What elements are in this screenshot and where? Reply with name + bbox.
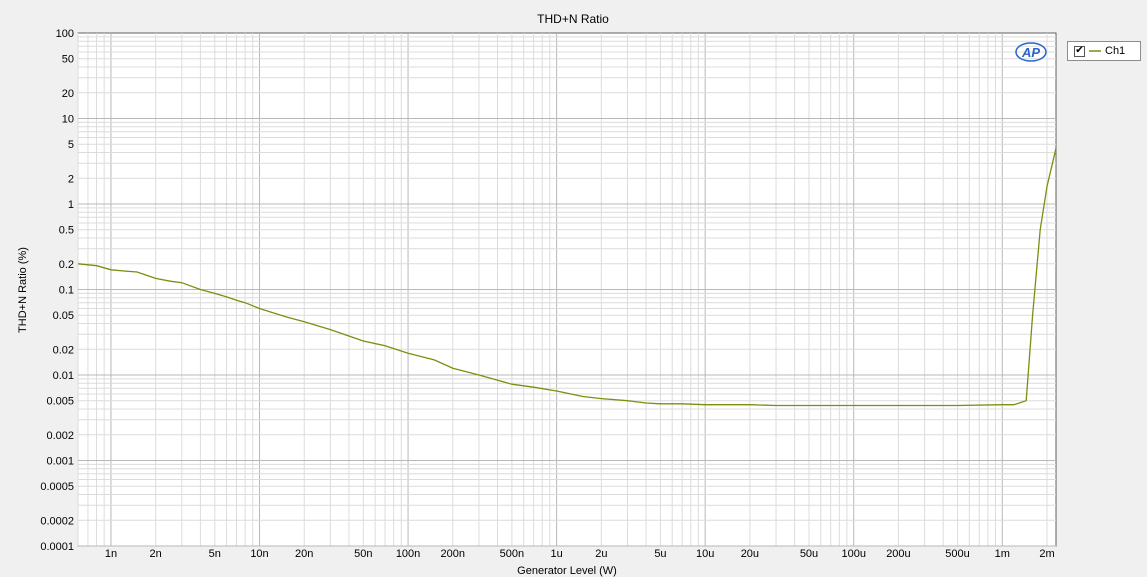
x-tick-label: 1m: [995, 548, 1010, 560]
x-tick-label: 10n: [250, 548, 268, 560]
y-axis-label: THD+N Ratio (%): [17, 247, 29, 333]
y-tick-label: 0.0005: [40, 481, 74, 493]
series-layer: [77, 148, 1057, 407]
x-tick-label: 2m: [1039, 548, 1054, 560]
x-tick-label: 100n: [396, 548, 420, 560]
y-tick-label: 0.5: [59, 225, 74, 237]
y-tick-label: 20: [62, 88, 74, 100]
y-tick-label: 50: [62, 54, 74, 66]
y-tick-label: 100: [56, 28, 74, 40]
x-tick-label: 100u: [841, 548, 865, 560]
y-tick-label: 0.1: [59, 285, 74, 297]
x-tick-label: 5n: [209, 548, 221, 560]
y-tick-label: 0.001: [46, 456, 74, 468]
y-tick-label: 0.2: [59, 259, 74, 271]
x-axis-label: Generator Level (W): [517, 565, 617, 577]
x-tick-label: 50n: [354, 548, 372, 560]
y-tick-label: 0.0001: [40, 541, 74, 553]
x-tick-label: 2u: [595, 548, 607, 560]
y-tick-label: 0.0002: [40, 515, 74, 527]
y-tick-labels: 100 50 20 10 5 2 1 0.5 0.2 0.1 0.05 0.02 0.01 0.005 0.…: [40, 28, 74, 553]
chart-title: THD+N Ratio: [537, 12, 609, 26]
legend-line-icon: [1089, 50, 1101, 52]
x-tick-label: 200n: [441, 548, 465, 560]
legend-label-ch1: Ch1: [1105, 45, 1126, 57]
x-tick-label: 5u: [654, 548, 666, 560]
ap-logo: AP: [1015, 42, 1047, 62]
x-tick-labels: 1n 2n 5n 10n 20n 50n 100n 200n 500n 1u 2u 5u 10u 20u 5…: [105, 548, 1055, 560]
x-tick-label: 2n: [150, 548, 162, 560]
legend: ✔ Ch1: [1067, 41, 1141, 61]
ap-logo-text: AP: [1021, 45, 1040, 60]
y-tick-label: 0.02: [53, 344, 74, 356]
y-tick-label: 1: [68, 199, 74, 211]
y-tick-label: 10: [62, 114, 74, 126]
x-tick-label: 500n: [500, 548, 524, 560]
y-tick-label: 0.002: [46, 430, 74, 442]
x-tick-label: 1u: [550, 548, 562, 560]
legend-checkbox[interactable]: ✔: [1074, 45, 1085, 57]
x-tick-label: 20u: [741, 548, 759, 560]
x-tick-label: 50u: [800, 548, 818, 560]
series-line-ch1: [77, 148, 1057, 407]
grid-lines: [77, 33, 1056, 547]
y-tick-label: 0.005: [46, 396, 74, 408]
x-tick-label: 500u: [945, 548, 969, 560]
y-tick-label: 0.05: [53, 310, 74, 322]
x-tick-label: 10u: [696, 548, 714, 560]
x-tick-label: 20n: [295, 548, 313, 560]
y-tick-label: 0.01: [53, 370, 74, 382]
y-tick-label: 5: [68, 139, 74, 151]
x-tick-label: 1n: [105, 548, 117, 560]
y-tick-label: 2: [68, 173, 74, 185]
x-tick-label: 200u: [886, 548, 910, 560]
